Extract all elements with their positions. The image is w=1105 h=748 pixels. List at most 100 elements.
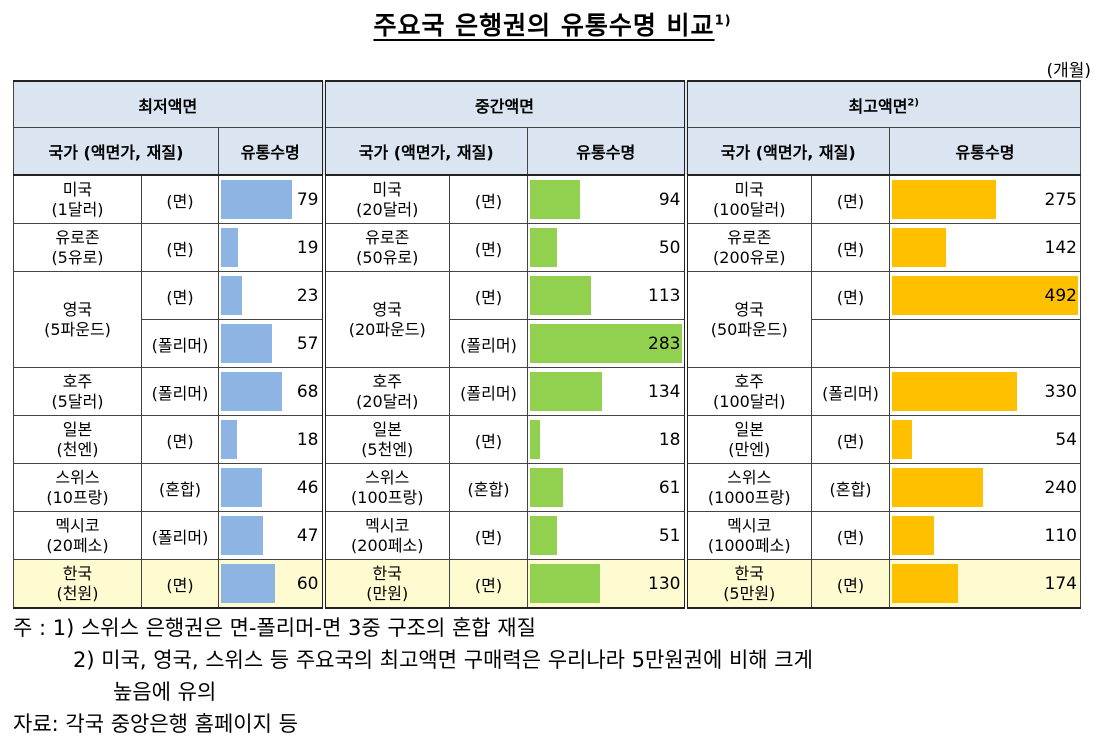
country-name: 멕시코: [727, 515, 772, 535]
table-row: 일본 (천엔) (면) 18 일본 (5천엔) (면) 18 일본 (만엔) (면) 54: [13, 415, 1081, 464]
country-name: 멕시코: [55, 515, 100, 535]
life-cell: 50: [527, 223, 686, 272]
life-bar: [892, 516, 934, 555]
life-cell: 240: [889, 463, 1081, 512]
note-1: 주 : 1) 스위스 은행권은 면-폴리머-면 3중 구조의 혼합 재질: [13, 616, 536, 640]
col-header-life: 유통수명: [218, 127, 324, 176]
life-bar: [530, 276, 591, 315]
denomination: (5달러): [51, 391, 104, 411]
country-name: 호주: [734, 371, 764, 391]
life-value: 110: [1044, 525, 1077, 546]
col-header-life: 유통수명: [889, 127, 1081, 176]
country-cell: 일본 (5천엔): [321, 415, 450, 464]
life-bar: [530, 324, 682, 363]
denomination: (20파운드): [348, 319, 426, 339]
life-bar: [892, 420, 913, 459]
material-cell: (면): [811, 271, 890, 320]
denomination: (5만원): [723, 583, 776, 603]
life-value: 47: [296, 525, 319, 546]
life-cell: 174: [889, 559, 1081, 609]
denomination: (1000프랑): [707, 487, 791, 507]
material-cell: (면): [141, 271, 219, 320]
country-cell: 멕시코 (200페소): [321, 511, 450, 560]
group-label: 최고액면: [848, 96, 908, 116]
life-bar: [530, 180, 581, 219]
life-cell: 60: [218, 559, 324, 609]
denomination: (20달러): [356, 391, 419, 411]
source-note: 자료: 각국 중앙은행 홈페이지 등: [13, 712, 298, 736]
denomination: (10프랑): [46, 487, 109, 507]
denomination: (200유로): [713, 247, 786, 267]
col-header-life: 유통수명: [527, 127, 686, 176]
life-value: 283: [648, 333, 681, 354]
material-cell: (면): [449, 415, 528, 464]
country-cell: 일본 (만엔): [683, 415, 812, 464]
note-2-cont: 높음에 유의: [113, 680, 217, 704]
material-cell: (폴리머): [449, 367, 528, 416]
unit-label: (개월): [1046, 61, 1091, 81]
denomination: (5천엔): [361, 439, 414, 459]
material-cell: (폴리머): [141, 319, 219, 368]
title-footnote-mark: 1): [714, 13, 732, 29]
country-name: 일본: [734, 419, 764, 439]
table-row: 멕시코 (20페소) (폴리머) 47 멕시코 (200페소) (면) 51 멕시코 (1000페…: [13, 511, 1081, 560]
country-name: 유로존: [365, 227, 410, 247]
life-cell: 19: [218, 223, 324, 272]
life-value: 79: [296, 189, 319, 210]
country-cell: 한국 (천원): [13, 559, 142, 609]
life-value: 142: [1044, 237, 1077, 258]
life-bar: [892, 228, 946, 267]
country-name: 스위스: [55, 467, 100, 487]
life-cell: 110: [889, 511, 1081, 560]
country-name: 영국: [734, 299, 764, 319]
denomination: (100달러): [713, 391, 786, 411]
country-cell: 영국 (5파운드): [13, 271, 142, 368]
life-bar: [221, 468, 263, 507]
denomination: (50유로): [356, 247, 419, 267]
country-cell: 영국 (50파운드): [683, 271, 812, 368]
life-cell: 51: [527, 511, 686, 560]
country-cell: 미국 (20달러): [321, 174, 450, 224]
life-value: 18: [658, 429, 681, 450]
life-cell: 18: [527, 415, 686, 464]
country-name: 스위스: [365, 467, 410, 487]
life-bar: [221, 420, 238, 459]
group-header-low: 최저액면: [13, 80, 324, 128]
group-header-row: 최저액면 중간액면 최고액면2): [13, 80, 1081, 128]
life-value: 23: [296, 285, 319, 306]
country-name: 한국: [734, 563, 764, 583]
life-value: 113: [648, 285, 681, 306]
material-cell: (혼합): [811, 463, 890, 512]
life-bar: [892, 276, 1078, 315]
country-name: 미국: [62, 179, 93, 199]
life-bar: [530, 468, 563, 507]
life-cell: 57: [218, 319, 324, 368]
country-name: 미국: [372, 179, 402, 199]
group-header-mid: 중간액면: [321, 80, 686, 128]
life-bar: [530, 516, 558, 555]
life-value: 51: [658, 525, 681, 546]
country-cell: 미국 (100달러): [683, 174, 812, 224]
life-cell: 68: [218, 367, 324, 416]
country-cell: 한국 (만원): [321, 559, 450, 609]
material-cell: (면): [811, 415, 890, 464]
life-bar: [892, 468, 983, 507]
life-value: 60: [296, 573, 319, 594]
table-row: 미국 (1달러) (면) 79 미국 (20달러) (면) 94 미국 (100달러) (면) 275: [13, 174, 1081, 224]
life-cell: 18: [218, 415, 324, 464]
note-2: 2) 미국, 영국, 스위스 등 주요국의 최고액면 구매력은 우리나라 5만원…: [73, 648, 813, 672]
group-footnote-mark: 2): [907, 97, 919, 109]
country-cell: 유로존 (50유로): [321, 223, 450, 272]
life-bar: [221, 180, 293, 219]
life-value: 240: [1044, 477, 1077, 498]
table-body: 최저액면 중간액면 최고액면2) 국가 (액면가, 재질) 유통수명 국가 (액면가, 재…: [13, 80, 1081, 609]
denomination: (천원): [56, 583, 99, 603]
country-cell: 일본 (천엔): [13, 415, 142, 464]
table-row: 영국 (5파운드) (면) 23 영국 (20파운드) (면) 113 영국 (50파운드) (면)…: [13, 271, 1081, 368]
country-name: 유로존: [727, 227, 772, 247]
life-cell: 492: [889, 271, 1081, 320]
material-cell: (면): [811, 559, 890, 609]
life-value: 57: [296, 333, 319, 354]
group-label: 중간액면: [475, 96, 534, 116]
country-name: 멕시코: [365, 515, 410, 535]
